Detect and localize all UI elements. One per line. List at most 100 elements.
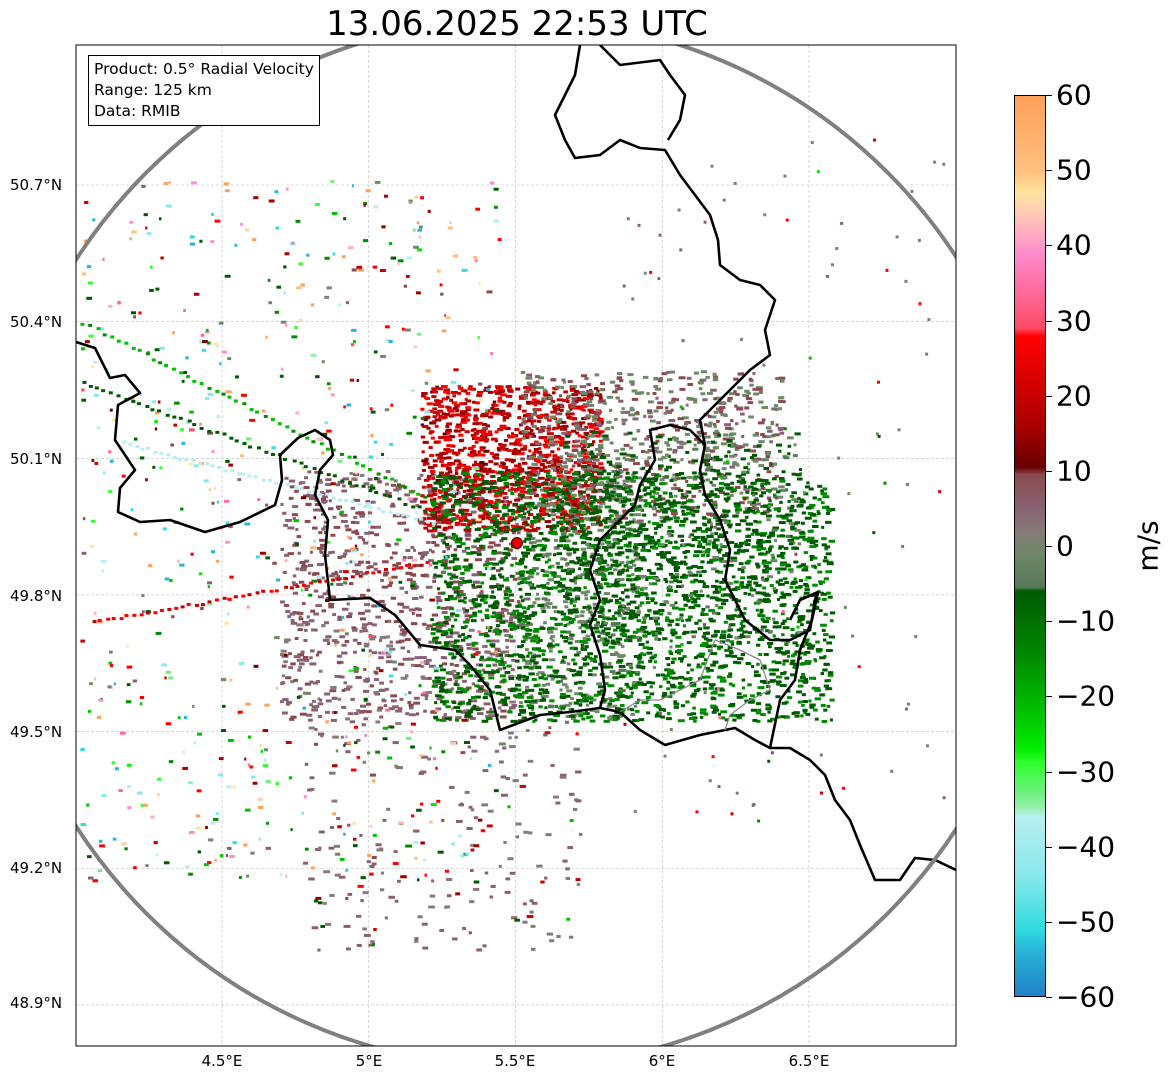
echo-pixel [711,541,716,545]
echo-pixel [824,547,829,551]
echo-pixel [706,520,712,524]
echo-pixel [526,381,532,385]
echo-pixel [379,636,387,640]
echo-pixel [515,683,521,687]
echo-pixel [410,580,417,584]
echo-pixel [535,698,541,702]
echo-pixel [353,498,361,502]
echo-pixel [460,427,465,431]
echo-pixel [614,541,621,545]
echo-pixel [445,545,450,549]
echo-pixel [298,580,305,584]
echo-pixel [496,569,501,573]
echo-pixel [579,398,587,402]
echo-pixel [343,681,347,685]
echo-pixel [295,527,299,531]
echo-pixel [365,500,371,504]
echo-pixel [492,566,496,570]
echo-pixel [528,706,535,710]
echo-pixel [632,630,639,634]
echo-pixel [559,455,564,459]
echo-pixel [423,418,428,422]
echo-pixel [454,492,459,496]
echo-pixel [650,599,655,603]
echo-pixel [489,595,497,599]
echo-pixel [445,690,453,694]
echo-pixel [577,463,581,467]
echo-pixel [631,455,638,459]
echo-pixel [469,451,477,455]
echo-pixel [612,510,618,514]
echo-pixel [502,551,508,555]
echo-pixel [806,609,813,613]
echo-pixel [433,716,439,720]
echo-pixel [475,558,482,562]
echo-pixel [682,416,689,420]
echo-pixel [324,530,328,534]
echo-pixel [648,415,653,419]
echo-pixel [828,539,836,543]
echo-pixel [641,620,647,624]
echo-pixel [392,551,398,555]
echo-pixel [759,547,767,551]
echo-pixel [803,551,808,555]
echo-pixel [567,481,571,485]
echo-pixel [468,479,474,483]
echo-pixel [507,488,514,492]
map-title: 13.06.2025 22:53 UTC [326,4,708,44]
echo-pixel [560,630,567,634]
echo-pixel [513,487,520,491]
echo-pixel [718,481,725,485]
echo-pixel [690,544,695,548]
echo-pixel [477,473,482,477]
echo-pixel [653,385,659,389]
echo-pixel [481,423,488,427]
echo-pixel [550,466,557,470]
echo-pixel [539,509,546,513]
echo-pixel [305,713,313,717]
echo-pixel [711,710,717,714]
echo-pixel [758,400,764,404]
echo-pixel [654,531,658,535]
echo-pixel [329,689,337,693]
echo-pixel [442,415,448,419]
echo-pixel [561,399,569,403]
echo-pixel [408,703,414,707]
echo-pixel [377,706,384,710]
echo-pixel [518,695,524,699]
echo-pixel [494,439,498,443]
echo-pixel [481,431,486,435]
echo-pixel [586,570,590,574]
echo-pixel [554,435,561,439]
echo-pixel [511,531,516,535]
echo-pixel [703,680,709,684]
echo-pixel [367,511,373,515]
echo-pixel [712,375,719,379]
echo-pixel [474,528,481,532]
echo-pixel [580,556,588,560]
echo-pixel [569,601,573,605]
echo-pixel [541,673,546,677]
echo-pixel [706,391,713,395]
echo-pixel [351,626,356,630]
echo-pixel [439,686,444,690]
echo-pixel [452,553,458,557]
echo-pixel [535,414,542,418]
echo-pixel [529,586,537,590]
echo-pixel [729,640,735,644]
echo-pixel [421,517,427,521]
echo-pixel [478,496,484,500]
echo-pixel [449,576,454,580]
echo-pixel [606,563,610,567]
echo-pixel [520,451,525,455]
echo-pixel [616,563,622,567]
echo-pixel [601,597,608,601]
echo-pixel [562,600,569,604]
echo-pixel [367,621,373,625]
echo-pixel [680,704,685,708]
echo-pixel [384,494,391,498]
echo-pixel [622,482,627,486]
echo-pixel [454,565,461,569]
echo-pixel [510,524,516,528]
echo-pixel [506,589,512,593]
